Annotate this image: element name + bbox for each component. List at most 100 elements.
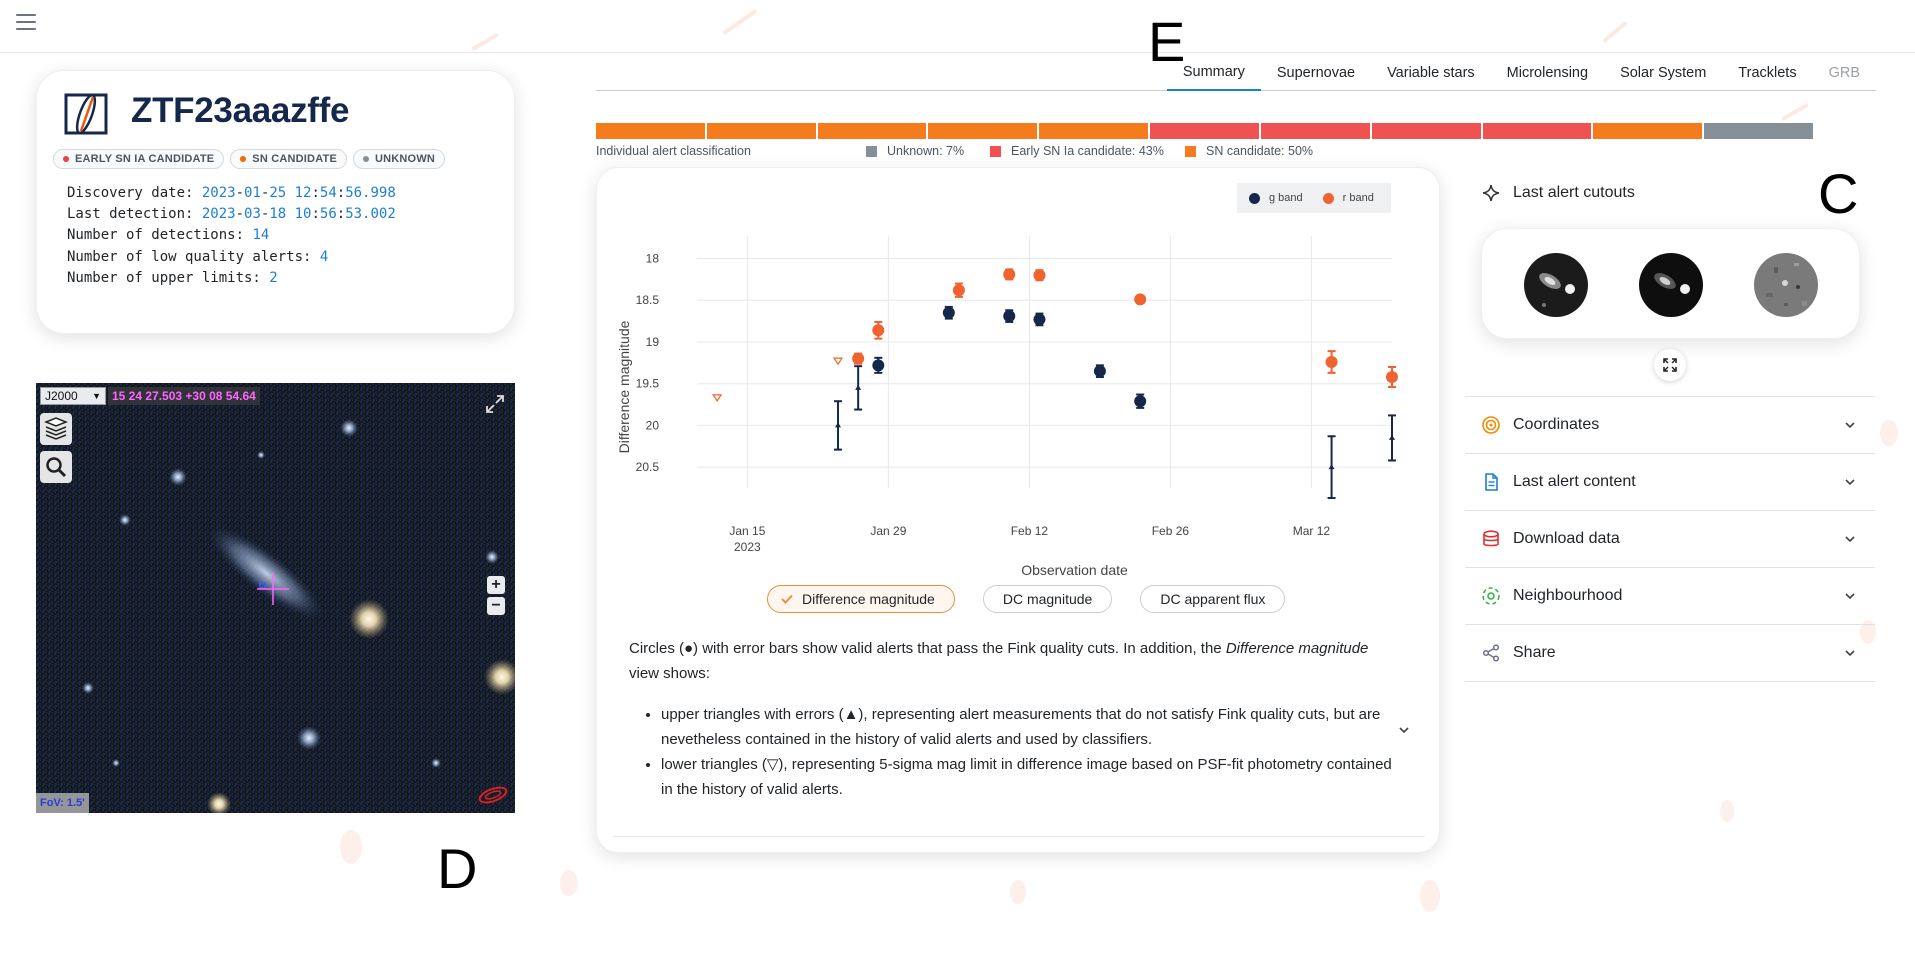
plot-legend-label: r band — [1342, 192, 1374, 204]
description-list: upper triangles with errors (▲), represe… — [629, 703, 1394, 802]
info-value-part: - — [235, 185, 245, 201]
chart-description: Circles (●) with error bars show valid a… — [629, 637, 1394, 803]
lightcurve-chart[interactable]: 18 18.5 19 19.5 20 20.5 Jan 15 2023 Jan 29 Feb 12… — [597, 168, 1441, 588]
sky-image — [36, 383, 515, 813]
sky-viewer[interactable]: J2000 ▼ 15 24 27.503 +30 08 54.64 + − FoV… — [36, 383, 515, 813]
info-value-part: - — [235, 206, 245, 223]
badge-dot-icon — [63, 156, 69, 162]
info-value-part: 18 — [269, 206, 287, 223]
zoom-out-button[interactable]: − — [487, 597, 505, 615]
tab-microlensing[interactable]: Microlensing — [1506, 64, 1589, 81]
document-icon — [1485, 473, 1498, 491]
expand-icon — [1663, 358, 1677, 372]
accordion-download-data[interactable]: Download data — [1465, 510, 1875, 567]
layers-button[interactable] — [40, 413, 72, 445]
y-tick-label: 20.5 — [636, 460, 660, 474]
view-toggles: Difference magnitude DC magnitude DC appar… — [767, 585, 1286, 613]
chevron-down-icon[interactable] — [1397, 723, 1411, 737]
accordion-share[interactable]: Share — [1465, 624, 1875, 681]
tab-bar: Summary Supernovae Variable stars Microlens… — [596, 54, 1876, 91]
classification-segment — [1704, 123, 1813, 139]
search-button[interactable] — [40, 451, 72, 483]
accordion-last-alert-content[interactable]: Last alert content — [1465, 453, 1875, 510]
tab-tracklets[interactable]: Tracklets — [1738, 64, 1797, 81]
info-value-part: - — [260, 206, 270, 223]
annotation-d: D — [437, 837, 478, 900]
tab-solar-system[interactable]: Solar System — [1620, 64, 1707, 81]
x-tick-label: Mar 12 — [1293, 524, 1331, 538]
info-value-part — [286, 185, 294, 201]
share-icon — [1482, 644, 1500, 662]
data-point — [1033, 313, 1046, 326]
frame-select[interactable]: J2000 ▼ — [40, 387, 106, 405]
accordion-label: Neighbourhood — [1513, 587, 1623, 604]
classification-segment — [928, 123, 1038, 139]
annotation-c: C — [1818, 162, 1859, 225]
data-point — [1033, 269, 1046, 282]
menu-icon[interactable] — [16, 14, 36, 30]
tab-variable-stars[interactable]: Variable stars — [1387, 64, 1475, 81]
fink-logo-icon — [63, 93, 109, 135]
info-row: Discovery date: 2023-01-25 12:54:56.998 — [67, 183, 396, 204]
layers-icon — [43, 417, 69, 440]
toggle-label: DC apparent flux — [1160, 591, 1266, 607]
y-tick-label: 20 — [646, 418, 660, 432]
data-point — [952, 284, 965, 297]
badge-dot-icon — [362, 156, 369, 162]
info-value-part: 14 — [252, 227, 270, 244]
info-value-part: : — [336, 185, 346, 201]
info-key: Last detection: — [67, 206, 202, 223]
object-summary-card: ZTF23aaazffe EARLY SN IA CANDIDATE SN CAN… — [36, 70, 515, 334]
legend-marker-icon — [1322, 192, 1334, 204]
zoom-in-button[interactable]: + — [487, 576, 505, 594]
neighbourhood-icon — [1482, 587, 1500, 605]
info-value-part: 56.998 — [345, 185, 396, 201]
database-icon — [1483, 530, 1499, 547]
toggle-dc-magnitude[interactable]: DC magnitude — [982, 585, 1113, 613]
legend-swatch — [1185, 145, 1196, 157]
classification-legend-item: SN candidate: 50% — [1185, 144, 1313, 158]
check-icon — [781, 594, 793, 604]
chevron-down-icon — [1845, 422, 1855, 429]
accordion-neighbourhood[interactable]: Neighbourhood — [1465, 567, 1875, 624]
toggle-dc-apparent-flux[interactable]: DC apparent flux — [1140, 585, 1286, 613]
science-cutout[interactable] — [1524, 253, 1588, 317]
info-row: Number of detections: 14 — [67, 225, 396, 246]
info-value-part: - — [260, 185, 270, 201]
toggle-difference-magnitude[interactable]: Difference magnitude — [767, 585, 955, 613]
upper-limit-point — [832, 357, 844, 366]
info-key: Discovery date: — [67, 185, 202, 201]
tab-supernovae[interactable]: Supernovae — [1276, 64, 1356, 81]
classification-segment — [596, 123, 705, 139]
y-tick-label: 18 — [646, 252, 660, 266]
x-tick-sublabel: 2023 — [734, 540, 761, 554]
tab-summary[interactable]: Summary — [1166, 54, 1261, 91]
classification-badge: UNKNOWN — [352, 149, 446, 169]
low-quality-point — [835, 422, 842, 428]
data-point — [1386, 371, 1398, 384]
classification-segment — [1371, 123, 1481, 139]
info-value-part: 54 — [319, 185, 337, 201]
accordion-coordinates[interactable]: Coordinates — [1465, 396, 1875, 453]
x-tick-label: Jan 29 — [870, 524, 906, 538]
description-bullet: upper triangles with errors (▲), represe… — [661, 703, 1394, 752]
fullscreen-icon[interactable] — [484, 393, 506, 415]
upper-limit-point — [712, 394, 723, 402]
object-info: Discovery date: 2023-01-25 12:54:56.998 L… — [67, 183, 396, 289]
accordion-label: Last alert content — [1513, 473, 1636, 490]
cutouts-fullscreen-button[interactable] — [1654, 349, 1686, 381]
fov-label: FoV: 1.5' — [36, 793, 89, 813]
accordion-label: Share — [1513, 644, 1556, 661]
difference-cutout[interactable] — [1754, 253, 1818, 317]
y-tick-label: 19.5 — [636, 377, 660, 391]
template-cutout[interactable] — [1639, 253, 1703, 317]
plot-legend-label: g band — [1269, 192, 1303, 204]
frame-select-value: J2000 — [45, 389, 78, 403]
info-key: Number of low quality alerts: — [67, 248, 320, 265]
search-icon — [46, 457, 67, 478]
chevron-down-icon — [1845, 536, 1855, 543]
data-point — [872, 359, 885, 372]
cutouts-header[interactable]: Last alert cutouts — [1465, 180, 1875, 206]
info-value-part: : — [311, 185, 320, 201]
sparkle-icon — [1482, 184, 1500, 202]
